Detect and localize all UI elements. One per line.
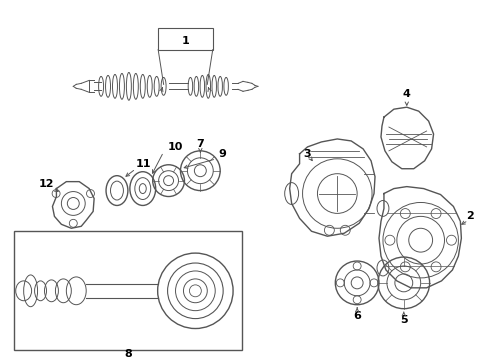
Text: 9: 9: [218, 149, 226, 159]
Text: 3: 3: [304, 149, 311, 159]
FancyBboxPatch shape: [14, 231, 242, 350]
FancyBboxPatch shape: [158, 28, 213, 50]
Text: 12: 12: [39, 179, 54, 189]
Text: 11: 11: [136, 159, 151, 169]
Text: 8: 8: [124, 349, 132, 359]
Text: 4: 4: [403, 89, 411, 99]
Text: 10: 10: [168, 142, 183, 152]
Text: 2: 2: [466, 211, 474, 221]
Text: 7: 7: [196, 139, 204, 149]
Text: 5: 5: [400, 315, 408, 325]
Text: 6: 6: [353, 311, 361, 321]
Text: 1: 1: [182, 36, 189, 46]
